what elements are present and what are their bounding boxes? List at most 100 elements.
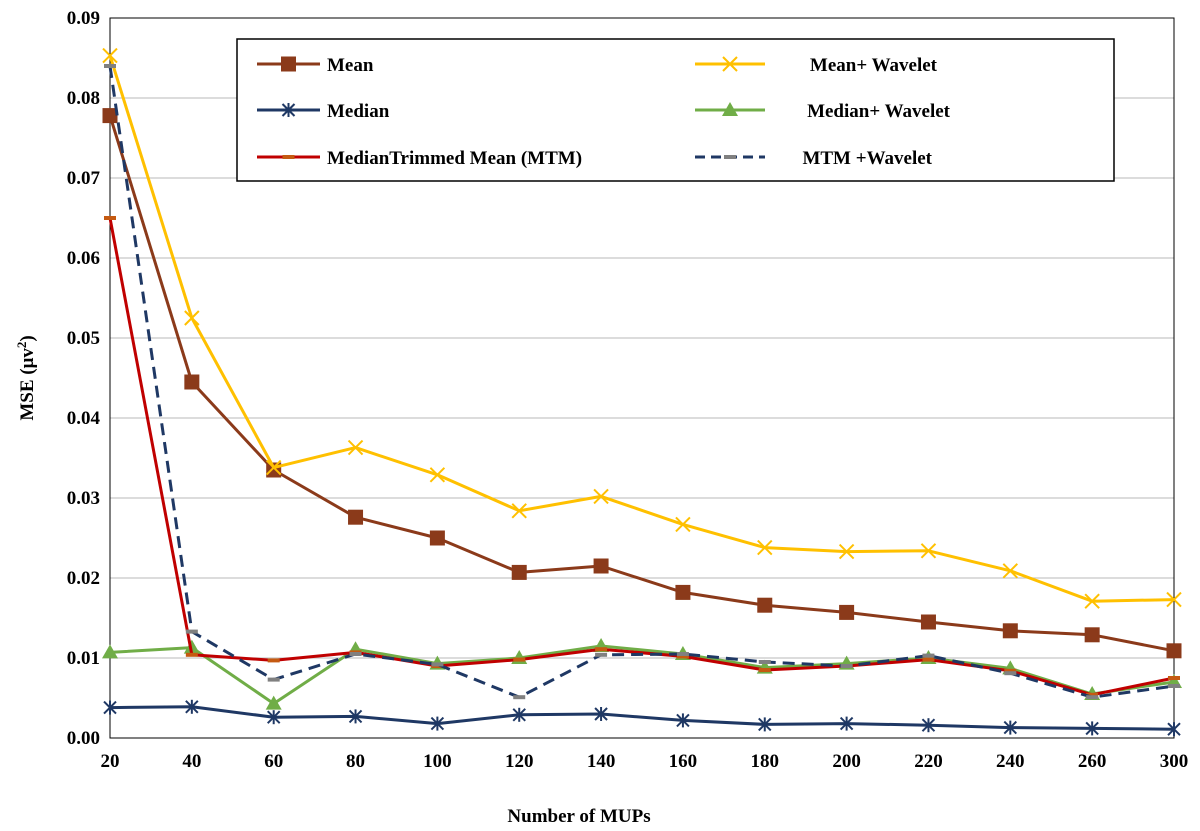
data-point	[676, 652, 689, 656]
data-point	[104, 64, 116, 68]
y-tick-label: 0.02	[67, 568, 100, 589]
data-point	[1168, 684, 1180, 688]
data-point	[267, 658, 280, 663]
x-tick-label: 240	[996, 751, 1025, 772]
data-point	[104, 216, 116, 220]
data-point	[595, 647, 608, 652]
legend-marker	[722, 102, 738, 116]
data-point	[184, 310, 200, 326]
data-point	[1004, 671, 1017, 676]
data-point	[922, 657, 935, 662]
legend-marker	[282, 155, 295, 159]
x-tick-label: 220	[914, 751, 943, 772]
series-line	[108, 217, 1175, 697]
x-axis-title: Number of MUPs	[507, 806, 650, 827]
data-point	[593, 558, 609, 574]
data-point	[265, 459, 282, 476]
data-point	[758, 717, 772, 732]
legend-label: Mean	[327, 55, 374, 76]
x-tick-label: 100	[423, 751, 452, 772]
series-4	[104, 216, 1180, 697]
y-axis-title: MSE (μv2)	[14, 335, 38, 420]
data-point-stroke	[920, 543, 937, 559]
data-point	[102, 644, 118, 659]
data-point	[429, 467, 446, 483]
data-point	[102, 47, 118, 64]
data-point	[1002, 623, 1018, 639]
x-tick-label: 20	[101, 751, 120, 772]
data-point	[757, 539, 773, 556]
legend-item: Mean	[257, 55, 374, 76]
data-point	[1002, 563, 1019, 579]
data-point-stroke	[511, 503, 527, 519]
series-line	[108, 115, 1175, 653]
data-point	[513, 695, 526, 700]
x-axis-ticks: 20 40 60 80 100 120 140 160 180 200 220 240 260 300	[101, 751, 1189, 772]
data-point	[348, 709, 363, 724]
y-axis-ticks: 0.00 0.01 0.02 0.03 0.04 0.05 0.06 0.07 0.08 0.09	[67, 8, 101, 749]
data-point	[1003, 720, 1018, 735]
data-point	[676, 713, 690, 728]
data-point	[511, 503, 527, 519]
data-point	[266, 710, 281, 725]
data-point	[1084, 627, 1100, 643]
data-point	[920, 614, 936, 630]
data-point-stroke	[593, 488, 609, 505]
data-point	[839, 604, 855, 620]
x-tick-label: 300	[1160, 751, 1189, 772]
y-tick-label: 0.09	[67, 8, 100, 29]
plot-area-border	[109, 17, 1175, 739]
data-point	[1084, 593, 1100, 609]
data-point-stroke	[184, 310, 200, 326]
y-tick-label: 0.05	[67, 328, 100, 349]
data-point	[595, 652, 608, 657]
data-point	[594, 707, 608, 721]
data-point	[675, 516, 691, 533]
data-point	[758, 660, 771, 664]
series-2	[103, 699, 1181, 737]
data-point	[347, 439, 364, 456]
data-point	[922, 653, 935, 658]
data-point-stroke	[347, 439, 364, 456]
legend-label: Median+ Wavelet	[807, 101, 951, 122]
series-line	[108, 55, 1175, 603]
data-point	[348, 509, 364, 525]
x-tick-label: 80	[346, 751, 365, 772]
data-point	[430, 716, 445, 731]
data-point	[839, 716, 854, 731]
data-point-stroke	[838, 543, 855, 560]
data-point	[838, 543, 855, 560]
data-point	[1004, 668, 1017, 673]
series-1	[102, 47, 1182, 609]
x-tick-label: 260	[1078, 751, 1107, 772]
series-line	[108, 65, 1175, 699]
data-point	[349, 652, 362, 656]
legend-label: MTM +Wavelet	[802, 148, 932, 169]
data-point	[102, 108, 118, 124]
x-tick-label: 140	[587, 751, 616, 772]
y-tick-label: 0.06	[67, 248, 100, 269]
legend-item: MedianTrimmed Mean (MTM)	[257, 148, 582, 169]
data-point	[1168, 676, 1180, 680]
data-point	[429, 530, 445, 546]
legend-item: Median+ Wavelet	[695, 101, 951, 122]
data-point	[265, 695, 282, 710]
x-tick-label: 200	[832, 751, 861, 772]
y-tick-label: 0.03	[67, 488, 100, 509]
x-tick-label: 60	[264, 751, 283, 772]
data-point-stroke	[265, 459, 282, 476]
x-tick-label: 120	[505, 751, 534, 772]
data-point	[103, 700, 117, 715]
data-point	[1167, 722, 1181, 737]
y-tick-label: 0.07	[67, 168, 101, 189]
data-point	[185, 629, 198, 634]
data-point-stroke	[102, 47, 118, 64]
legend-marker	[724, 155, 736, 159]
data-point	[1086, 695, 1099, 700]
data-point	[511, 564, 527, 580]
legend-marker	[722, 56, 738, 72]
y-tick-label: 0.08	[67, 88, 100, 109]
data-point	[267, 677, 280, 682]
data-point	[431, 662, 444, 667]
